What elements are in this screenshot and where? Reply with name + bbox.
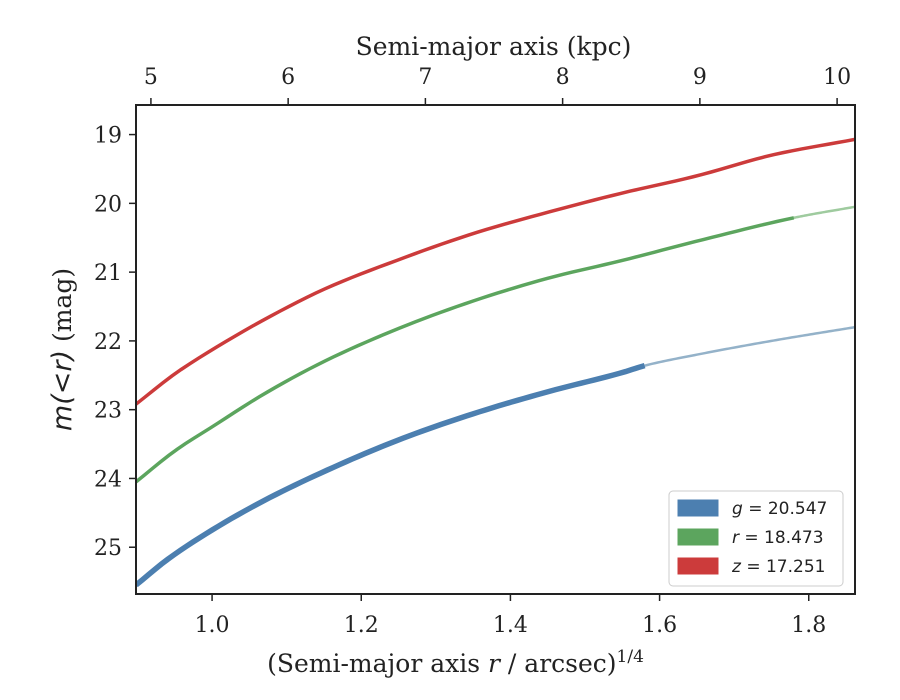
top-tick-label: 8 — [556, 65, 570, 90]
y-tick-label: 19 — [94, 124, 122, 149]
series-r-extrapolation — [793, 205, 855, 220]
top-tick-label: 5 — [144, 65, 158, 90]
y-tick-label: 21 — [94, 261, 122, 286]
x-tick-label: 1.6 — [642, 613, 677, 638]
series-layer — [136, 137, 855, 588]
legend-label-g: g = 20.547 — [732, 499, 827, 519]
x-tick-label: 1.2 — [344, 613, 379, 638]
x-tick-label: 1.8 — [791, 613, 826, 638]
series-g-extrapolation — [644, 325, 855, 367]
legend-swatch-r — [677, 528, 719, 546]
series-z-line — [136, 137, 855, 406]
y-axis-title: m(<r) (mag) — [47, 268, 78, 431]
series-g-line — [136, 363, 646, 588]
series-r — [136, 205, 855, 484]
y-tick-label: 24 — [94, 467, 122, 492]
legend-swatch-z — [677, 557, 719, 575]
top-tick-label: 10 — [823, 65, 851, 90]
top-tick-label: 6 — [281, 65, 295, 90]
plot-frame — [135, 104, 856, 595]
legend-swatch-g — [677, 499, 719, 517]
series-r-line — [136, 216, 795, 484]
legend-label-r: r = 18.473 — [732, 528, 824, 548]
x-axis-title: (Semi-major axis r / arcsec)1/4 — [267, 647, 644, 678]
x-tick-label: 1.0 — [195, 613, 230, 638]
x-tick-label: 1.4 — [493, 613, 528, 638]
series-z — [136, 137, 855, 406]
axes-layer: 1.0 1.2 1.4 1.6 1.8 5 6 7 8 9 10 19 20 21 22 23 24 25 (Sem… — [47, 32, 856, 678]
legend: g = 20.547 r = 18.473 z = 17.251 — [668, 490, 844, 587]
y-tick-label: 25 — [94, 536, 122, 561]
y-tick-label: 20 — [94, 192, 122, 217]
series-g — [136, 325, 855, 588]
y-tick-label: 22 — [94, 330, 122, 355]
top-tick-label: 7 — [418, 65, 432, 90]
y-tick-label: 23 — [94, 399, 122, 424]
top-tick-label: 9 — [693, 65, 707, 90]
legend-label-z: z = 17.251 — [731, 557, 825, 577]
top-axis-title: Semi-major axis (kpc) — [356, 32, 632, 61]
